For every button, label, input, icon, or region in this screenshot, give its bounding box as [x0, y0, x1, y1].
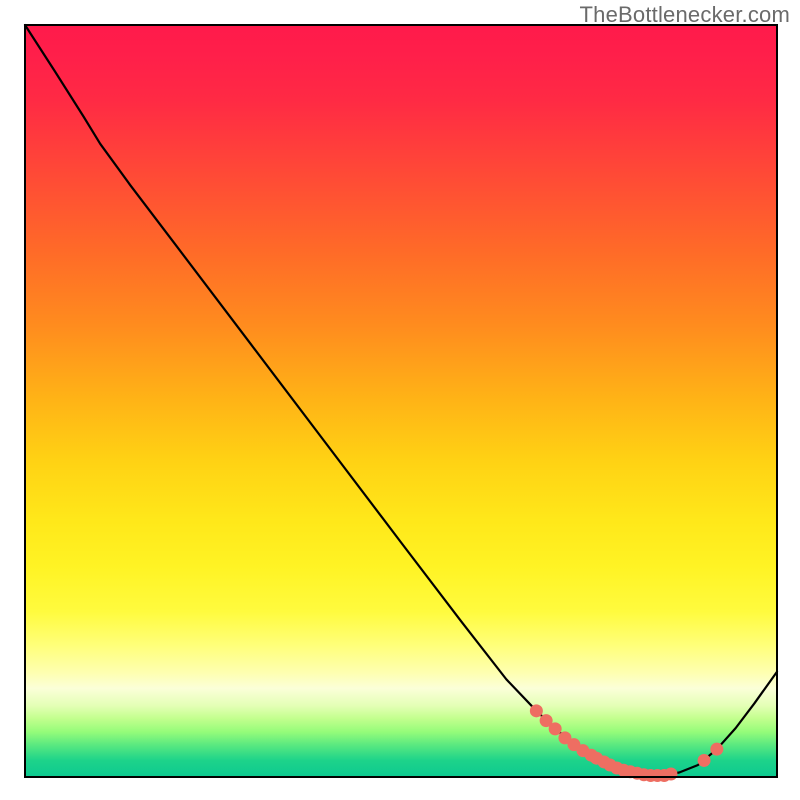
watermark-text: TheBottlenecker.com: [580, 2, 790, 28]
data-marker: [710, 743, 723, 756]
data-marker: [549, 722, 562, 735]
bottleneck-chart-svg: [0, 0, 800, 800]
data-marker: [530, 704, 543, 717]
data-marker: [698, 754, 711, 767]
data-marker: [664, 767, 677, 780]
gradient-background: [25, 25, 777, 777]
chart-canvas: TheBottlenecker.com: [0, 0, 800, 800]
